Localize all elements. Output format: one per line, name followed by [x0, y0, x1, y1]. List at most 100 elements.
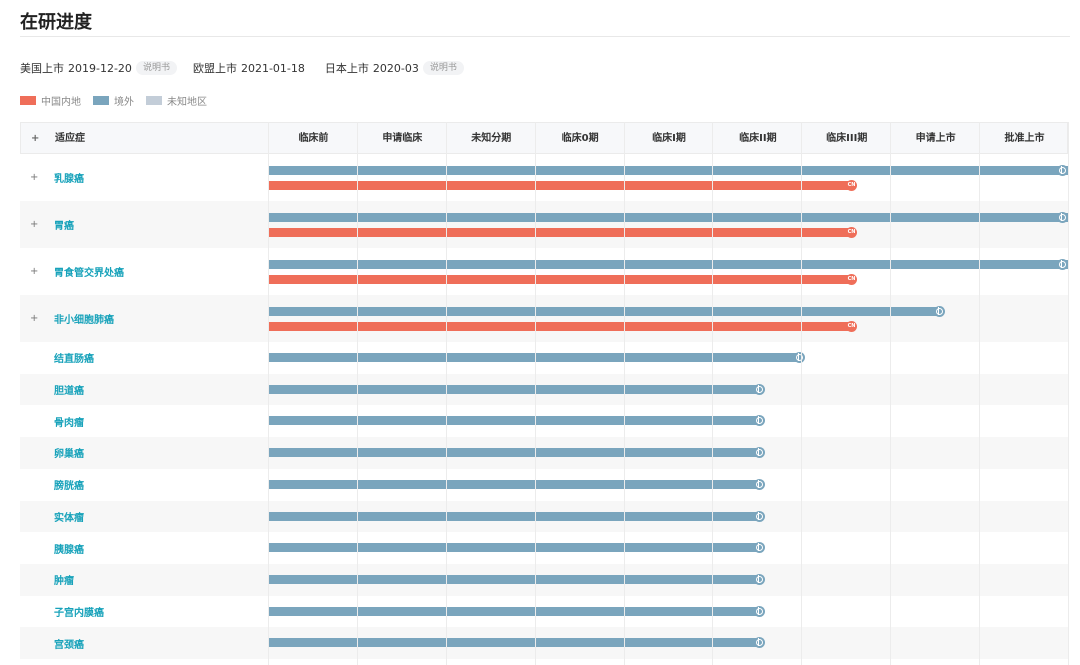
column-divider — [268, 122, 269, 665]
indication-link[interactable]: 结直肠癌 — [54, 354, 94, 366]
table-row: + 胃食管交界处癌 CN — [20, 248, 1068, 295]
indication-link[interactable]: 乳腺癌 — [54, 174, 84, 185]
row-indication: 骨肉瘤 — [54, 405, 84, 437]
globe-icon — [754, 510, 765, 522]
indication-link[interactable]: 胆道癌 — [54, 386, 84, 398]
row-indication: 卵巢癌 — [54, 437, 84, 469]
expand-row-icon[interactable]: + — [30, 172, 39, 183]
row-indication: 子宫内膜癌 — [54, 596, 104, 628]
indication-link[interactable]: 胰腺癌 — [54, 544, 84, 556]
table-row: 骨肉瘤 — [20, 405, 1068, 437]
progress-bar-cn[interactable] — [268, 228, 852, 237]
legend-item-unknown: 未知地区 — [146, 93, 207, 108]
cn-marker-icon: CN — [846, 274, 857, 285]
globe-icon — [754, 383, 765, 395]
market-us: 美国上市 2019-12-20 说明书 — [20, 60, 177, 76]
progress-bar-overseas[interactable] — [268, 543, 760, 553]
market-us-label: 美国上市 — [20, 62, 64, 75]
progress-bar-overseas[interactable] — [268, 213, 1068, 222]
table-row: 膀胱癌 — [20, 469, 1068, 501]
expand-row-icon[interactable]: + — [30, 266, 39, 277]
globe-icon — [754, 447, 765, 459]
table-row: 宫颈癌 — [20, 627, 1068, 659]
row-indication: + 非小细胞肺癌 — [30, 295, 114, 342]
progress-bar-overseas[interactable] — [268, 384, 760, 394]
market-jp: 日本上市 2020-03 说明书 — [325, 60, 464, 76]
globe-icon — [754, 478, 765, 490]
row-indication: + 胃癌 — [30, 201, 74, 248]
row-indication: 结直肠癌 — [54, 342, 94, 374]
legend-swatch-cn — [20, 96, 36, 105]
expand-row-icon[interactable]: + — [30, 219, 39, 230]
progress-bar-overseas[interactable] — [268, 353, 800, 362]
row-indication: + 胃食管交界处癌 — [30, 248, 124, 295]
indication-link[interactable]: 肿瘤 — [54, 576, 74, 588]
row-indication: 膀胱癌 — [54, 469, 84, 501]
progress-bar-overseas[interactable] — [268, 479, 760, 489]
globe-icon — [1057, 212, 1068, 223]
indication-link[interactable]: 膀胱癌 — [54, 481, 84, 493]
indication-link[interactable]: 胃食管交界处癌 — [54, 268, 124, 279]
market-jp-label: 日本上市 — [324, 62, 369, 75]
market-us-label-button[interactable]: 说明书 — [135, 61, 177, 75]
progress-table: + 适应症 临床前 申请临床 未知分期 临床0期 临床I期 临床II期 临床III期 申请上市 批… — [20, 122, 1069, 665]
page-title: 在研进度 — [20, 12, 92, 33]
indication-link[interactable]: 卵巢癌 — [54, 449, 84, 461]
header-phase: 临床II期 — [739, 133, 777, 144]
legend-label-unknown: 未知地区 — [167, 97, 207, 108]
table-row: 子宫内膜癌 — [20, 596, 1068, 628]
row-indication: 胆道癌 — [54, 374, 84, 406]
globe-icon — [1057, 165, 1068, 176]
indication-link[interactable]: 子宫内膜癌 — [54, 607, 104, 619]
globe-icon — [754, 415, 765, 427]
table-row: + 非小细胞肺癌 CN — [20, 295, 1068, 342]
indication-link[interactable]: 非小细胞肺癌 — [54, 315, 114, 326]
header-phase: 未知分期 — [471, 133, 512, 144]
market-jp-date: 2020-03 — [372, 61, 419, 75]
progress-bar-overseas[interactable] — [268, 638, 760, 648]
progress-bar-overseas[interactable] — [268, 448, 760, 458]
expand-all-icon[interactable]: + — [31, 133, 40, 144]
progress-bar-overseas[interactable] — [268, 511, 760, 521]
table-row: + 乳腺癌 CN — [20, 154, 1068, 201]
row-indication: + 乳腺癌 — [30, 154, 84, 201]
market-eu-date: 2021-01-18 — [240, 61, 305, 75]
indication-link[interactable]: 宫颈癌 — [54, 639, 84, 651]
table-row: 结直肠癌 — [20, 342, 1068, 374]
globe-icon — [934, 306, 945, 317]
table-row: 实体瘤 — [20, 500, 1068, 533]
legend-label-cn: 中国内地 — [41, 97, 81, 108]
column-divider — [801, 122, 803, 665]
market-jp-label-button[interactable]: 说明书 — [422, 61, 464, 75]
header-phase: 临床III期 — [826, 133, 868, 144]
column-divider — [534, 122, 536, 665]
header-phase: 临床I期 — [652, 133, 686, 144]
column-divider — [890, 122, 892, 665]
market-eu-label: 欧盟上市 — [192, 62, 237, 75]
header-phase: 临床前 — [298, 133, 329, 144]
column-divider — [1068, 122, 1069, 665]
cn-marker-icon: CN — [846, 180, 857, 191]
progress-bar-cn[interactable] — [268, 322, 852, 331]
progress-bar-overseas[interactable] — [268, 166, 1068, 175]
header-phase: 临床0期 — [561, 133, 599, 144]
progress-bar-overseas[interactable] — [268, 574, 760, 584]
progress-bar-overseas[interactable] — [268, 307, 940, 316]
column-divider — [445, 122, 447, 665]
progress-bar-overseas[interactable] — [268, 606, 760, 616]
progress-bar-cn[interactable] — [268, 181, 852, 190]
progress-bar-cn[interactable] — [268, 275, 852, 284]
indication-link[interactable]: 胃癌 — [54, 221, 74, 232]
progress-bar-overseas[interactable] — [268, 260, 1068, 269]
table-row: 肿瘤 — [20, 563, 1068, 596]
indication-link[interactable]: 实体瘤 — [54, 512, 84, 524]
header-indication: + 适应症 — [21, 123, 269, 154]
indication-link[interactable]: 骨肉瘤 — [54, 417, 84, 429]
progress-bar-overseas[interactable] — [268, 416, 760, 426]
globe-icon — [794, 352, 805, 363]
globe-icon — [754, 605, 765, 617]
globe-icon — [754, 542, 765, 554]
expand-row-icon[interactable]: + — [30, 313, 39, 324]
column-divider — [712, 122, 714, 665]
legend-item-overseas: 境外 — [93, 93, 134, 108]
